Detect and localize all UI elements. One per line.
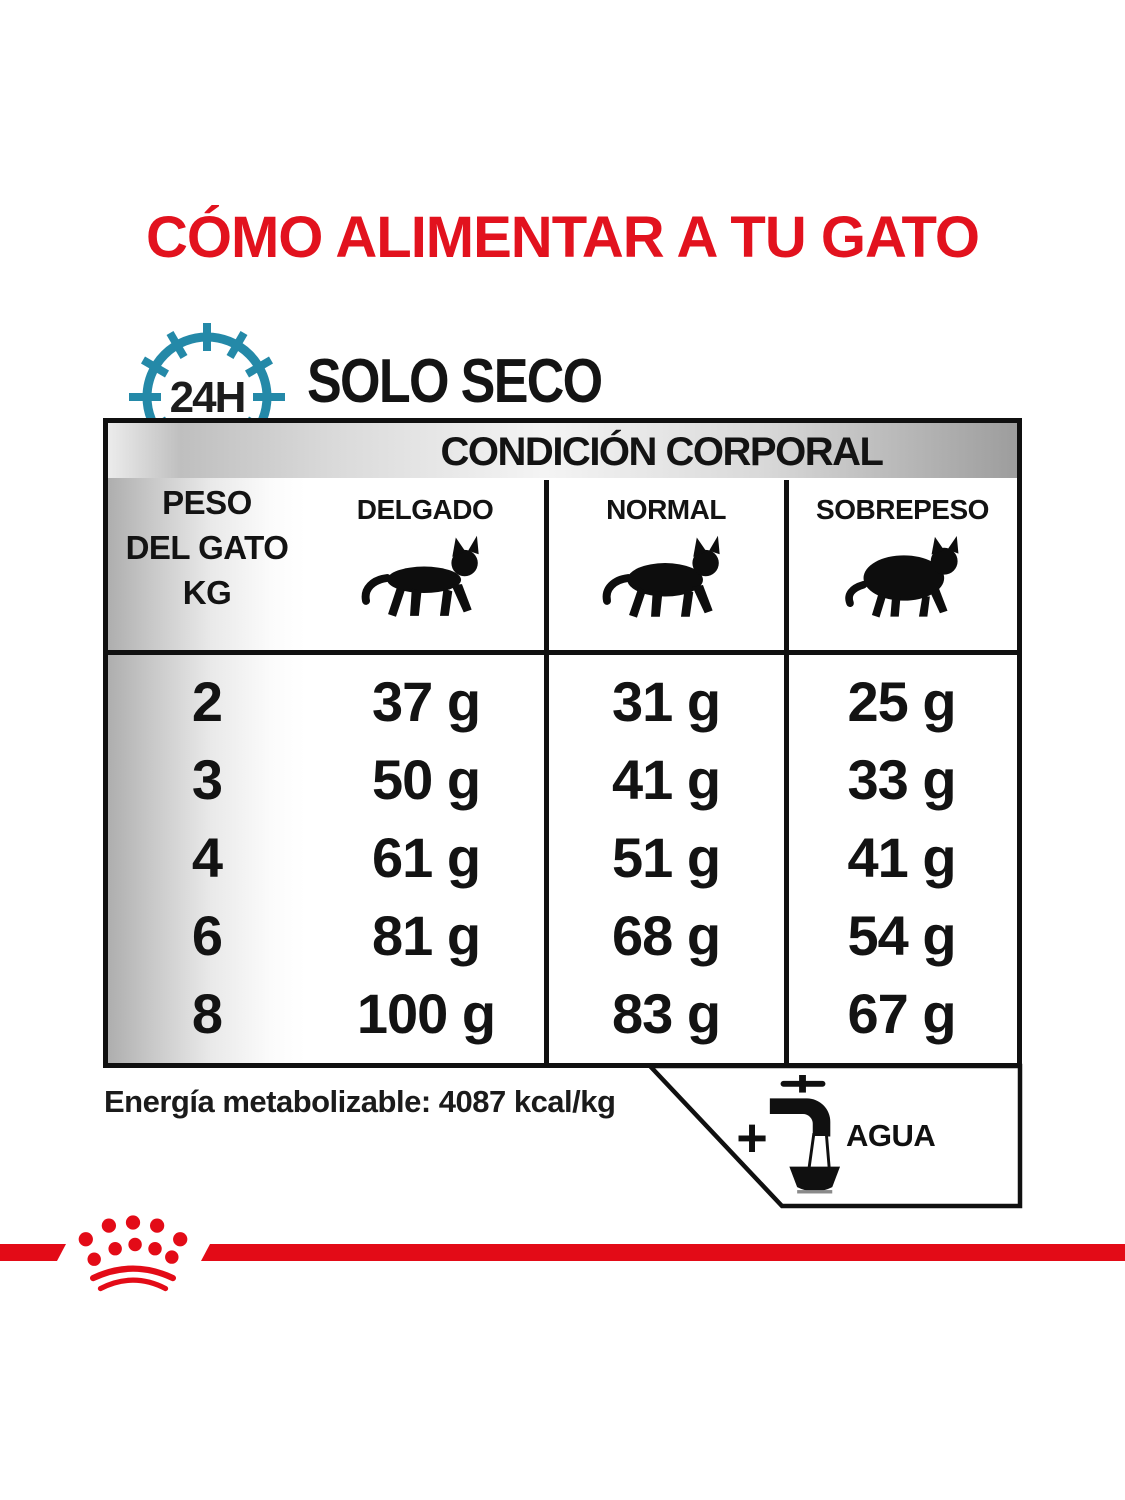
sobrepeso-value: 25 g — [847, 670, 956, 733]
header-separator-line — [108, 650, 1017, 655]
normal-cat-icon — [548, 534, 784, 627]
delgado-value: 37 g — [371, 670, 481, 733]
sobrepeso-value: 33 g — [847, 748, 956, 811]
column-label: DELGADO — [356, 494, 494, 525]
sobrepeso-value: 41 g — [847, 826, 956, 889]
normal-value: 31 g — [611, 670, 721, 733]
plus-sign: + — [736, 1108, 768, 1168]
table-row: 3 50 g 41 g 33 g — [108, 752, 1017, 808]
normal-value: 41 g — [611, 748, 721, 811]
weight-value: 6 — [191, 904, 223, 967]
table-row: 8 100 g 83 g 67 g — [108, 986, 1017, 1042]
delgado-value: 100 g — [356, 982, 496, 1045]
energy-note: Energía metabolizable: 4087 kcal/kg — [104, 1084, 616, 1119]
weight-column-background — [108, 478, 306, 1063]
weight-value: 8 — [191, 982, 223, 1045]
sobrepeso-value: 54 g — [847, 904, 956, 967]
weight-column-header: PESO DEL GATO KG — [108, 480, 306, 615]
column-divider — [784, 480, 789, 1063]
column-header-normal: NORMAL — [548, 478, 784, 650]
column-header-sobrepeso: SOBREPESO — [788, 478, 1017, 650]
feeding-table: CONDICIÓN CORPORAL PESO DEL GATO KG DELG… — [103, 418, 1022, 1068]
thin-cat-icon — [306, 534, 544, 627]
water-label: AGUA — [846, 1118, 936, 1153]
weight-value: 4 — [191, 826, 223, 889]
brand-line-left — [0, 1244, 66, 1261]
normal-value: 51 g — [611, 826, 721, 889]
weight-header-line1: PESO — [162, 484, 252, 521]
feeding-mode-label: SOLO SECO — [307, 347, 603, 416]
normal-value: 83 g — [611, 982, 721, 1045]
table-row: 4 61 g 51 g 41 g — [108, 830, 1017, 886]
table-header-band — [108, 423, 1017, 478]
column-header-delgado: DELGADO — [306, 478, 544, 650]
sobrepeso-value: 67 g — [847, 982, 956, 1045]
royal-canin-crown-logo — [78, 1215, 188, 1292]
column-divider — [544, 480, 549, 1063]
column-label: NORMAL — [606, 494, 726, 525]
weight-value: 3 — [191, 748, 223, 811]
water-tap-icon — [769, 1075, 841, 1194]
table-row: 6 81 g 68 g 54 g — [108, 908, 1017, 964]
weight-header-line3: KG — [182, 574, 232, 611]
delgado-value: 50 g — [371, 748, 481, 811]
page-title: CÓMO ALIMENTAR A TU GATO — [145, 205, 980, 270]
delgado-value: 61 g — [371, 826, 481, 889]
weight-value: 2 — [191, 670, 223, 733]
weight-header-line2: DEL GATO — [125, 529, 289, 566]
brand-line-right — [201, 1244, 1125, 1261]
delgado-value: 81 g — [371, 904, 481, 967]
column-label: SOBREPESO — [816, 494, 989, 525]
body-condition-header: CONDICIÓN CORPORAL — [440, 430, 884, 474]
water-callout-box — [644, 1063, 1023, 1209]
table-rows: 2 37 g 31 g 25 g 3 50 g 41 g 33 g 4 61 g… — [108, 655, 1017, 1063]
normal-value: 68 g — [611, 904, 721, 967]
clock-24h-label: 24H — [170, 373, 245, 422]
table-row: 2 37 g 31 g 25 g — [108, 674, 1017, 730]
overweight-cat-icon — [788, 534, 1017, 627]
